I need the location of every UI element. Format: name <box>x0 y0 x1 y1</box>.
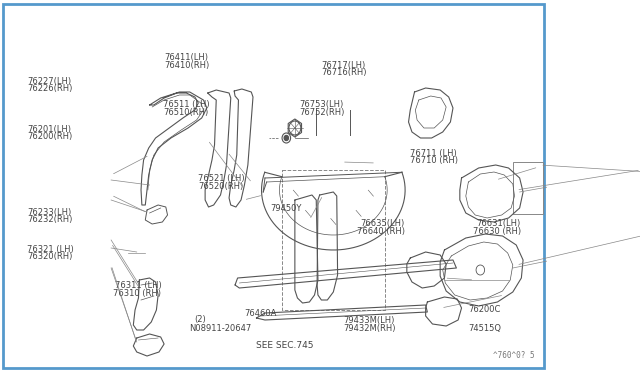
Text: 76520(RH): 76520(RH) <box>198 182 243 190</box>
Text: (2): (2) <box>194 315 206 324</box>
Text: 76640 (RH): 76640 (RH) <box>356 227 404 236</box>
Text: 76460A: 76460A <box>244 309 277 318</box>
Text: 76310 (RH): 76310 (RH) <box>113 289 161 298</box>
Text: 76753(LH): 76753(LH) <box>300 100 344 109</box>
Text: 79433M(LH): 79433M(LH) <box>344 316 395 325</box>
Text: 76201(LH): 76201(LH) <box>28 125 71 134</box>
Text: 76200(RH): 76200(RH) <box>28 132 72 141</box>
Text: 76410(RH): 76410(RH) <box>164 61 209 70</box>
Text: ^760^0? 5: ^760^0? 5 <box>493 351 535 360</box>
Text: 76200C: 76200C <box>468 305 500 314</box>
Text: 76635(LH): 76635(LH) <box>360 219 404 228</box>
Text: 76227(LH): 76227(LH) <box>28 77 72 86</box>
Text: 76630 (RH): 76630 (RH) <box>472 227 521 236</box>
Text: 76226(RH): 76226(RH) <box>28 84 73 93</box>
Text: 76521 (LH): 76521 (LH) <box>198 174 244 183</box>
Text: 76311 (LH): 76311 (LH) <box>115 281 161 290</box>
Text: 76716(RH): 76716(RH) <box>322 68 367 77</box>
Text: 76752(RH): 76752(RH) <box>300 108 345 117</box>
Text: 76321 (LH): 76321 (LH) <box>28 245 74 254</box>
Text: 76511 (LH): 76511 (LH) <box>163 100 210 109</box>
Circle shape <box>284 135 289 141</box>
Text: 79432M(RH): 79432M(RH) <box>344 324 396 333</box>
Text: 76233(LH): 76233(LH) <box>28 208 72 217</box>
Text: 76411(LH): 76411(LH) <box>164 53 208 62</box>
Text: 76510(RH): 76510(RH) <box>163 108 208 117</box>
Text: 76710 (RH): 76710 (RH) <box>410 156 458 165</box>
Text: SEE SEC.745: SEE SEC.745 <box>256 341 313 350</box>
Text: 74515Q: 74515Q <box>468 324 501 333</box>
Text: 79450Y: 79450Y <box>271 204 302 213</box>
Text: N08911-20647: N08911-20647 <box>189 324 251 333</box>
Text: 76232(RH): 76232(RH) <box>28 215 73 224</box>
Text: 76717(LH): 76717(LH) <box>322 61 366 70</box>
Text: 76631(LH): 76631(LH) <box>477 219 521 228</box>
Bar <box>513 162 543 214</box>
Text: 76320(RH): 76320(RH) <box>28 252 73 261</box>
Text: 76711 (LH): 76711 (LH) <box>410 149 457 158</box>
